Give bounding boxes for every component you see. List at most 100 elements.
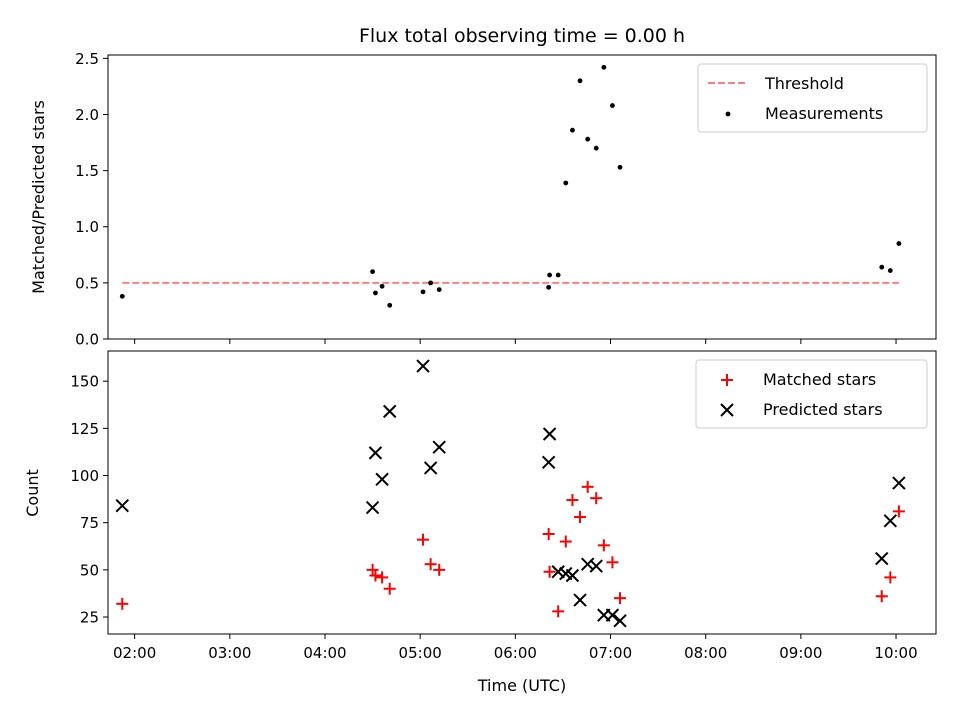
measurements-point [610, 103, 615, 108]
x-tick-label: 05:00 [399, 644, 442, 662]
legend-predicted-label: Predicted stars [763, 400, 883, 419]
count-x-ticks: 02:00 03:00 04:00 05:00 06:00 07:00 08:00 09:00… [113, 634, 918, 662]
x-tick-label: 07:00 [589, 644, 632, 662]
count-legend: Matched stars Predicted stars [695, 359, 928, 429]
measurements-point [563, 180, 569, 186]
predicted-stars-point [416, 359, 430, 373]
measurements-point [379, 283, 385, 289]
matched-stars-point [614, 592, 627, 605]
matched-stars-point [417, 533, 430, 546]
measurements-point [373, 290, 378, 296]
matched-stars-point [552, 605, 565, 618]
matched-stars-point [376, 571, 389, 584]
measurements-point [570, 127, 575, 133]
x-tick-label: 06:00 [494, 644, 537, 662]
matched-stars-point [116, 597, 129, 610]
count-y-label: Count [23, 469, 42, 517]
ratio-y-tick-label: 2.0 [75, 106, 99, 124]
predicted-stars-point [875, 551, 889, 566]
count-points [115, 359, 906, 628]
predicted-stars-point [542, 427, 557, 441]
predicted-stars-point [115, 498, 129, 513]
matched-stars-point [543, 565, 556, 578]
matched-stars-point [884, 571, 897, 584]
legend-matched-label: Matched stars [763, 370, 876, 389]
predicted-stars-point [368, 446, 383, 460]
measurements-point [896, 241, 902, 246]
predicted-stars-point [573, 593, 587, 607]
predicted-stars-point [892, 476, 906, 490]
measurements-point [577, 78, 583, 84]
measurements-point [546, 284, 552, 290]
x-tick-label: 04:00 [303, 644, 346, 662]
predicted-stars-point [589, 559, 603, 573]
ratio-y-tick-label: 0.0 [75, 331, 99, 349]
predicted-stars-point [375, 472, 389, 487]
predicted-stars-point [432, 440, 446, 454]
measurements-point [585, 136, 591, 142]
measurements-point [428, 280, 434, 286]
count-y-tick-label: 75 [80, 514, 99, 532]
predicted-stars-point [613, 614, 627, 628]
matched-stars-point [590, 492, 603, 505]
ratio-legend-box [697, 63, 928, 133]
count-panel-frame [107, 350, 937, 635]
predicted-stars-point [565, 568, 580, 583]
matched-stars-point [383, 582, 396, 595]
x-tick-label: 03:00 [208, 644, 251, 662]
predicted-stars-point [883, 514, 898, 528]
chart-title: Flux total observing time = 0.00 h [359, 25, 685, 47]
measurements-point [879, 264, 885, 270]
matched-stars-point [433, 563, 446, 576]
ratio-y-label: Matched/Predicted stars [29, 100, 48, 294]
matched-stars-point [597, 539, 610, 552]
count-legend-box [695, 359, 928, 429]
ratio-panel-frame [107, 54, 937, 340]
measurements-point [887, 268, 893, 273]
ratio-y-tick-label: 2.5 [75, 50, 99, 68]
count-y-tick-label: 50 [80, 561, 99, 579]
matched-stars-point [892, 505, 905, 518]
measurements-point [617, 164, 623, 170]
count-y-tick-label: 150 [70, 373, 99, 391]
matched-stars-point [566, 494, 579, 507]
x-tick-label: 09:00 [779, 644, 822, 662]
measurements-point [119, 293, 125, 299]
measurement-points [119, 64, 902, 308]
predicted-stars-point [551, 565, 565, 579]
count-y-ticks: 25 50 75 100 125 150 [70, 373, 108, 627]
measurements-point [387, 302, 393, 308]
x-tick-label: 10:00 [874, 644, 917, 662]
measurements-point [436, 287, 442, 293]
measurements-point [601, 64, 607, 70]
legend-measurements-label: Measurements [765, 104, 883, 123]
matched-stars-point [574, 511, 587, 524]
matched-stars-point [542, 528, 555, 541]
ratio-x-ticks [134, 339, 897, 344]
x-tick-label: 08:00 [684, 644, 727, 662]
x-tick-label: 02:00 [113, 644, 156, 662]
measurements-point [420, 289, 426, 295]
matched-stars-point [366, 563, 379, 576]
matched-stars-point [559, 535, 572, 548]
predicted-stars-point [541, 455, 556, 470]
count-panel: 25 50 75 100 125 150 02:00 03:00 04:00 05:00 06:0… [23, 350, 937, 695]
legend-predicted-swatch [720, 403, 734, 417]
x-axis-label: Time (UTC) [477, 676, 566, 695]
measurements-point [555, 272, 561, 278]
predicted-stars-point [365, 500, 380, 515]
measurements-point [547, 272, 552, 278]
legend-measurements-swatch [725, 111, 731, 117]
ratio-y-tick-label: 1.0 [75, 218, 99, 236]
predicted-stars-point [423, 461, 438, 475]
matched-stars-point [875, 590, 888, 603]
matched-stars-point [606, 556, 619, 569]
ratio-legend: Threshold Measurements [697, 63, 928, 133]
measurements-point [593, 145, 599, 151]
ratio-y-tick-label: 0.5 [75, 274, 99, 292]
measurements-point [370, 269, 375, 275]
count-y-tick-label: 100 [70, 467, 99, 485]
ratio-y-ticks: 0.0 0.5 1.0 1.5 2.0 2.5 [75, 50, 108, 349]
predicted-stars-point [383, 404, 397, 419]
